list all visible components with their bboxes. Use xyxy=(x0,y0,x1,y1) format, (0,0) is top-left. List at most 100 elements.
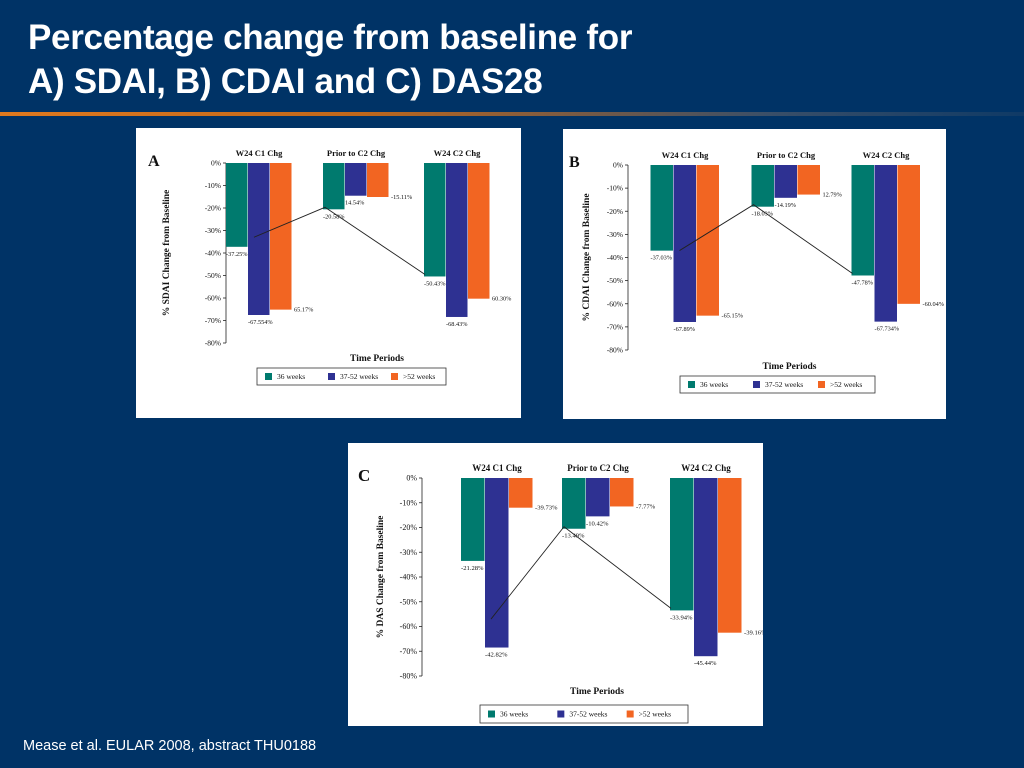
legend-swatch xyxy=(265,373,272,380)
bar xyxy=(696,165,719,316)
data-label: -18.03% xyxy=(752,211,774,218)
data-label: -10.42% xyxy=(586,520,609,527)
category-header: W24 C2 Chg xyxy=(863,150,911,160)
y-tick-label: 0% xyxy=(406,474,417,483)
bar xyxy=(897,165,920,304)
y-axis-label: % DAS Change from Baseline xyxy=(376,516,386,639)
y-tick-label: -10% xyxy=(205,181,221,190)
y-tick-label: -20% xyxy=(607,207,623,216)
bar xyxy=(650,165,673,251)
y-tick-label: 0% xyxy=(613,161,623,170)
category-header: Prior to C2 Chg xyxy=(567,463,629,473)
bar xyxy=(226,163,248,247)
bar xyxy=(694,478,718,657)
chart-panel-a: A % SDAI Change from Baseline 0% -10% -20% -3… xyxy=(136,128,521,418)
chart-panel-b: B % CDAI Change from Baseline 0% -10% -20% -3… xyxy=(563,129,946,419)
x-axis-label: Time Periods xyxy=(763,362,817,372)
y-tick-label: -20% xyxy=(205,204,221,213)
data-label: 14.54% xyxy=(345,200,365,207)
data-label: -33.94% xyxy=(670,614,693,621)
panel-label: B xyxy=(569,154,580,171)
panel-label: C xyxy=(358,466,370,485)
data-label: -37.25% xyxy=(226,251,248,258)
bar xyxy=(670,478,694,611)
y-tick-label: -10% xyxy=(607,184,623,193)
y-tick-label: -50% xyxy=(400,597,418,606)
bar xyxy=(367,163,389,197)
category-header: W24 C1 Chg xyxy=(472,463,522,473)
legend-swatch xyxy=(391,373,398,380)
y-tick-label: -20% xyxy=(400,523,418,532)
data-label: -7.77% xyxy=(636,503,656,510)
y-tick-label: -80% xyxy=(400,672,418,681)
legend-label: 37-52 weeks xyxy=(340,372,378,381)
legend-label: 36 weeks xyxy=(700,380,728,389)
legend-swatch xyxy=(818,381,825,388)
bar xyxy=(562,478,586,529)
data-label: -14.19% xyxy=(775,202,797,209)
bar xyxy=(586,478,610,517)
legend-label: 36 weeks xyxy=(277,372,305,381)
bar xyxy=(485,478,509,648)
category-header: Prior to C2 Chg xyxy=(327,148,386,158)
bar xyxy=(774,165,797,198)
data-label: -67.734% xyxy=(875,326,900,333)
bar xyxy=(851,165,874,276)
category-header: Prior to C2 Chg xyxy=(757,150,816,160)
y-axis-label: % SDAI Change from Baseline xyxy=(162,190,172,317)
category-header: W24 C1 Chg xyxy=(236,148,284,158)
y-tick-label: -30% xyxy=(400,548,418,557)
data-label: -39.73% xyxy=(535,505,558,512)
legend-box xyxy=(256,367,447,386)
trend-line xyxy=(679,204,853,274)
data-label: 65.17% xyxy=(294,307,314,314)
citation: Mease et al. EULAR 2008, abstract THU018… xyxy=(23,738,317,754)
y-tick-label: -40% xyxy=(607,253,623,262)
chart-b: B % CDAI Change from Baseline 0% -10% -20% -3… xyxy=(569,150,945,394)
y-tick-label: -40% xyxy=(400,573,418,582)
legend-swatch xyxy=(753,381,760,388)
legend-swatch xyxy=(688,381,695,388)
data-label: -37.03% xyxy=(651,255,673,262)
bar xyxy=(270,163,292,310)
data-label: -21.28% xyxy=(461,565,484,572)
y-tick-label: -10% xyxy=(400,498,418,507)
chart-panel-c: C % DAS Change from Baseline 0% -10% -20% -30… xyxy=(348,443,763,726)
chart-c: C % DAS Change from Baseline 0% -10% -20% -30… xyxy=(358,463,763,724)
x-axis-label: Time Periods xyxy=(350,354,404,364)
legend-swatch xyxy=(626,710,634,718)
y-tick-label: -30% xyxy=(205,226,221,235)
data-label: -13.49% xyxy=(562,533,585,540)
data-label: -50.43% xyxy=(424,280,446,287)
data-label: 12.79% xyxy=(823,192,843,199)
y-tick-label: -70% xyxy=(607,322,623,331)
bar xyxy=(797,165,820,195)
legend-swatch xyxy=(557,710,565,718)
data-label: -67.89% xyxy=(674,326,696,333)
y-tick-label: -80% xyxy=(607,346,623,355)
y-tick-label: -70% xyxy=(205,316,221,325)
data-label: -42.82% xyxy=(485,652,508,659)
category-header: W24 C2 Chg xyxy=(434,148,482,158)
bar xyxy=(673,165,696,322)
data-label: -45.44% xyxy=(694,660,717,667)
data-label: -39.16% xyxy=(744,630,763,637)
bar xyxy=(323,163,345,210)
data-label: -67.554% xyxy=(248,319,273,326)
category-header: W24 C2 Chg xyxy=(681,463,731,473)
bar xyxy=(718,478,742,633)
bar xyxy=(468,163,490,299)
legend-label: 37-52 weeks xyxy=(765,380,803,389)
data-label: -15.11% xyxy=(391,194,413,201)
y-tick-label: -60% xyxy=(607,299,623,308)
trend-line xyxy=(253,206,426,275)
legend-swatch xyxy=(328,373,335,380)
y-tick-label: -60% xyxy=(205,294,221,303)
x-axis-label: Time Periods xyxy=(570,687,624,697)
chart-a: A % SDAI Change from Baseline 0% -10% -20% -3… xyxy=(148,148,512,386)
bar xyxy=(509,478,533,508)
y-tick-label: -40% xyxy=(205,249,221,258)
y-tick-label: -70% xyxy=(400,647,418,656)
bar xyxy=(424,163,446,277)
bar xyxy=(461,478,485,561)
